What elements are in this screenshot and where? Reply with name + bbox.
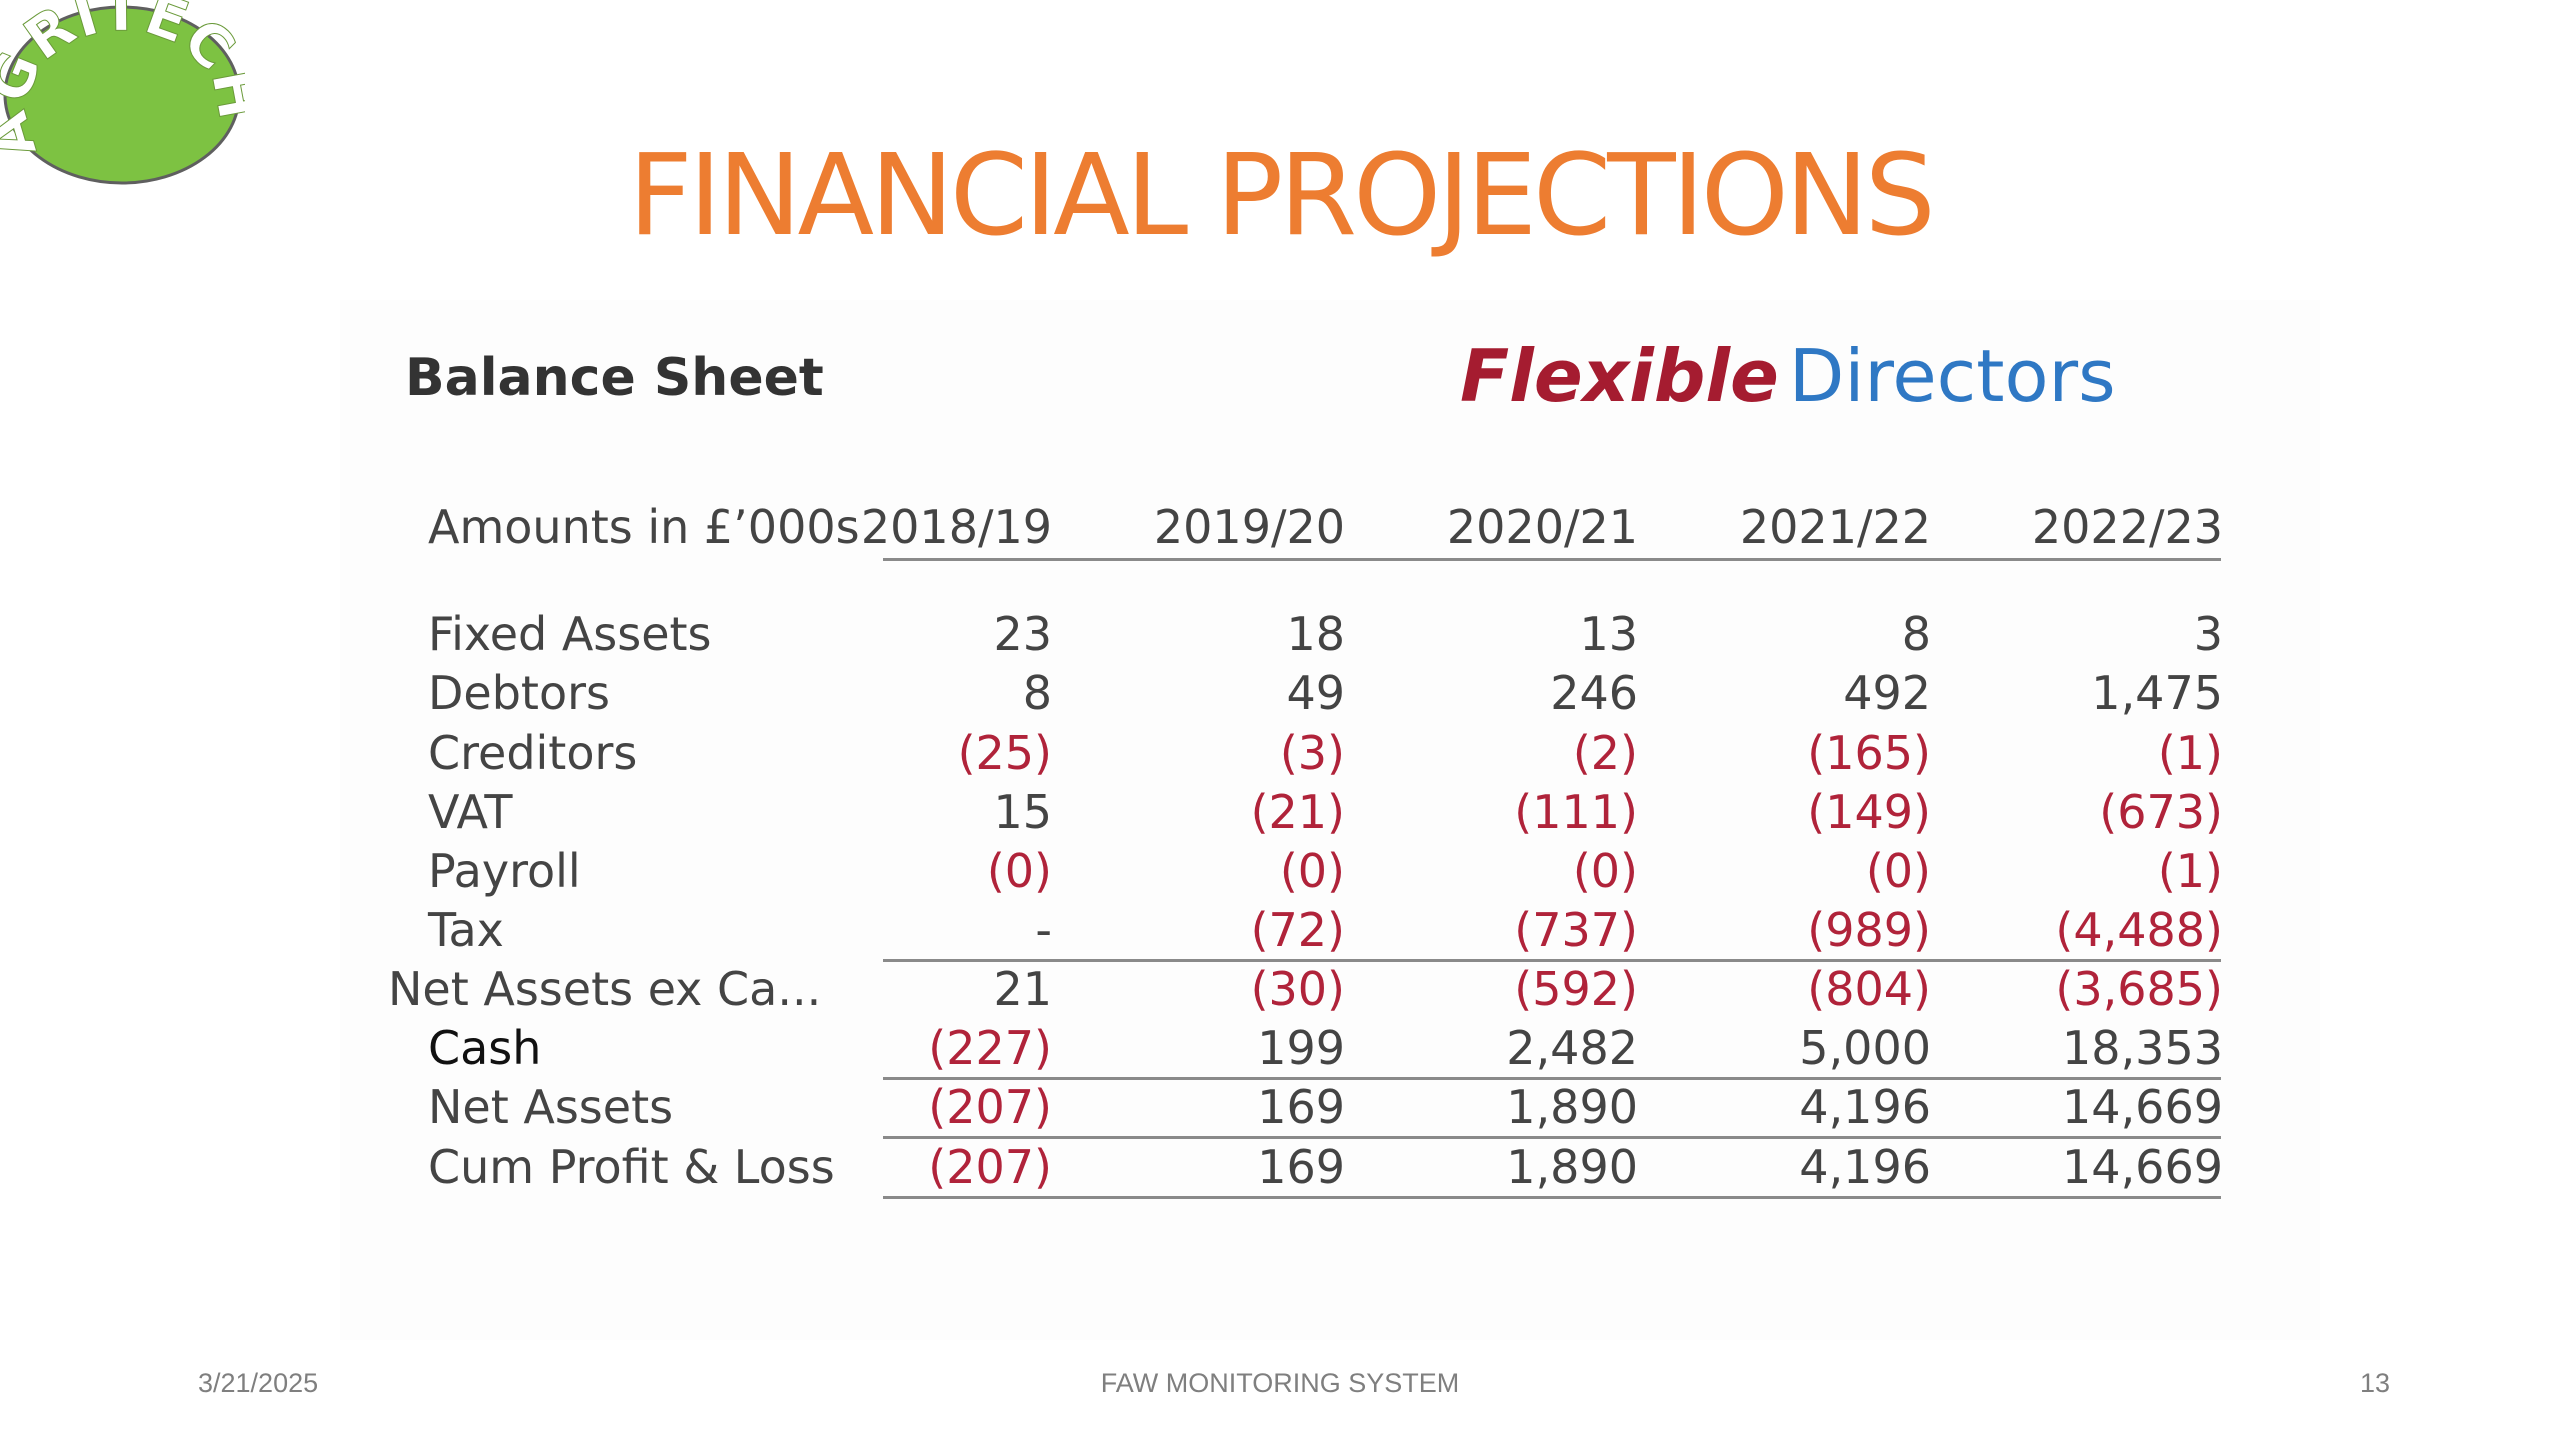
row-value: 3 (2193, 607, 2223, 661)
table-row: Net Assets ex Ca... 21 (30) (592) (804) (3,68… (370, 962, 2290, 1020)
table-row: Net Assets (207) 169 1,890 4,196 14,669 (370, 1080, 2290, 1138)
row-value: (21) (1250, 785, 1345, 839)
row-label: Cum Profit & Loss (428, 1140, 835, 1194)
row-value: 1,475 (2091, 666, 2223, 720)
slide-title: FINANCIAL PROJECTIONS (628, 131, 1935, 261)
row-value: (207) (928, 1080, 1052, 1134)
row-value: (1) (2157, 726, 2223, 780)
year-header: 2019/20 (1153, 500, 1345, 554)
row-value: (30) (1250, 962, 1345, 1016)
row-label: Net Assets ex Ca... (388, 962, 822, 1016)
table-row: Cum Profit & Loss (207) 169 1,890 4,196 14,66… (370, 1140, 2290, 1198)
row-value: 169 (1257, 1080, 1345, 1134)
year-header: 2018/19 (860, 500, 1052, 554)
row-value: 8 (1901, 607, 1931, 661)
row-value: 4,196 (1799, 1080, 1931, 1134)
brand-flexible-text: Flexible (1460, 334, 1779, 418)
row-value: 169 (1257, 1140, 1345, 1194)
row-value: (3) (1279, 726, 1345, 780)
row-value: (227) (928, 1021, 1052, 1075)
row-value: (25) (957, 726, 1052, 780)
year-header: 2022/23 (2031, 500, 2223, 554)
row-label: Cash (428, 1021, 542, 1075)
row-value: (0) (986, 844, 1052, 898)
row-value: (3,685) (2055, 962, 2223, 1016)
table-row: Fixed Assets 23 18 13 8 3 (370, 607, 2290, 665)
row-label: Fixed Assets (428, 607, 712, 661)
table-row: Debtors 8 49 246 492 1,475 (370, 666, 2290, 724)
row-value: (0) (1865, 844, 1931, 898)
agritech-logo: AGRITECH (0, 0, 245, 185)
row-divider (883, 959, 2221, 962)
brand-directors-text: Directors (1788, 334, 2116, 418)
row-divider (883, 1196, 2221, 1199)
balance-sheet-heading: Balance Sheet (405, 348, 824, 408)
header-label: Amounts in £’000s (428, 500, 860, 554)
row-value: (0) (1279, 844, 1345, 898)
footer-date: 3/21/2025 (198, 1368, 319, 1398)
row-value: 5,000 (1799, 1021, 1931, 1075)
row-value: (0) (1572, 844, 1638, 898)
row-value: (207) (928, 1140, 1052, 1194)
footer-page-number: 13 (2360, 1368, 2391, 1398)
row-value: - (1035, 903, 1052, 957)
row-value: 13 (1579, 607, 1638, 661)
row-value: 4,196 (1799, 1140, 1931, 1194)
row-label: Creditors (428, 726, 638, 780)
row-value: 15 (993, 785, 1052, 839)
table-row: Tax - (72) (737) (989) (4,488) (370, 903, 2290, 961)
row-value: 49 (1286, 666, 1345, 720)
header-divider (883, 558, 2221, 561)
row-divider (883, 1077, 2221, 1080)
row-value: (4,488) (2055, 903, 2223, 957)
row-value: (673) (2099, 785, 2223, 839)
row-value: (592) (1514, 962, 1638, 1016)
table-row: VAT 15 (21) (111) (149) (673) (370, 785, 2290, 843)
row-value: 199 (1257, 1021, 1345, 1075)
row-value: 14,669 (2062, 1080, 2223, 1134)
row-value: (989) (1807, 903, 1931, 957)
footer-center-text: FAW MONITORING SYSTEM (1100, 1368, 1460, 1398)
row-value: (165) (1807, 726, 1931, 780)
row-value: 14,669 (2062, 1140, 2223, 1194)
row-value: 18,353 (2062, 1021, 2223, 1075)
row-value: 2,482 (1506, 1021, 1638, 1075)
row-value: (149) (1807, 785, 1931, 839)
table-row: Cash (227) 199 2,482 5,000 18,353 (370, 1021, 2290, 1079)
row-value: 8 (1022, 666, 1052, 720)
table-row: Creditors (25) (3) (2) (165) (1) (370, 726, 2290, 784)
row-divider (883, 1136, 2221, 1139)
row-value: (1) (2157, 844, 2223, 898)
table-header-row: Amounts in £’000s 2018/19 2019/20 2020/2… (370, 500, 2290, 558)
balance-sheet-image: Balance Sheet Flexible Directors Amounts … (340, 300, 2320, 1340)
row-value: 1,890 (1506, 1140, 1638, 1194)
flexible-directors-logo: Flexible Directors (1460, 340, 2116, 412)
row-value: 492 (1843, 666, 1931, 720)
row-value: 18 (1286, 607, 1345, 661)
row-value: (111) (1514, 785, 1638, 839)
row-value: (72) (1250, 903, 1345, 957)
row-label: Payroll (428, 844, 581, 898)
row-label: VAT (428, 785, 513, 839)
row-label: Debtors (428, 666, 610, 720)
year-header: 2021/22 (1739, 500, 1931, 554)
table-row: Payroll (0) (0) (0) (0) (1) (370, 844, 2290, 902)
row-value: (804) (1807, 962, 1931, 1016)
row-value: 246 (1550, 666, 1638, 720)
row-value: (2) (1572, 726, 1638, 780)
row-value: 1,890 (1506, 1080, 1638, 1134)
year-header: 2020/21 (1446, 500, 1638, 554)
row-label: Net Assets (428, 1080, 674, 1134)
row-value: 23 (993, 607, 1052, 661)
row-value: (737) (1514, 903, 1638, 957)
row-label: Tax (428, 903, 504, 957)
row-value: 21 (993, 962, 1052, 1016)
